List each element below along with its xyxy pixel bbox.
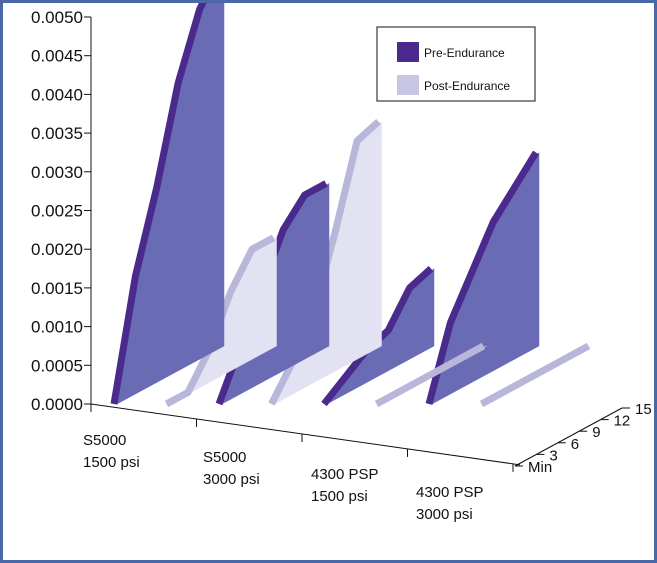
legend-swatch-post bbox=[397, 75, 419, 95]
y-tick-label: 0.0035 bbox=[31, 124, 83, 143]
area-edge-pre-cat4 bbox=[425, 150, 539, 405]
x-category-label-line2: 3000 psi bbox=[416, 506, 473, 523]
x-category-label-line2: 3000 psi bbox=[203, 471, 260, 488]
area-edge-post-cat4 bbox=[479, 342, 591, 408]
chart-canvas: 0.0000 0.0005 0.0010 0.0015 0.0020 0.0025 0.00… bbox=[31, 3, 652, 523]
y-tick-label: 0.0020 bbox=[31, 240, 83, 259]
y-tick-label: 0.0015 bbox=[31, 279, 83, 298]
area-edge-pre-cat1 bbox=[110, 3, 207, 405]
y-tick-label: 0.0010 bbox=[31, 318, 83, 337]
x-category-label-line1: S5000 bbox=[83, 432, 126, 449]
time-tick-label: 15 bbox=[635, 401, 652, 418]
time-tick-label: Min bbox=[528, 459, 552, 476]
y-tick-label: 0.0040 bbox=[31, 85, 83, 104]
area-edge-post-cat3 bbox=[374, 342, 486, 408]
y-axis-ticks: 0.0000 0.0005 0.0010 0.0015 0.0020 0.0025 0.00… bbox=[31, 8, 91, 414]
time-tick-label: 9 bbox=[592, 424, 600, 441]
legend-label-pre: Pre-Endurance bbox=[424, 46, 505, 60]
x-axis-line bbox=[90, 403, 521, 466]
x-category-label-line2: 1500 psi bbox=[83, 454, 140, 471]
y-tick-label: 0.0005 bbox=[31, 356, 83, 375]
legend: Pre-Endurance Post-Endurance bbox=[376, 26, 536, 102]
time-tick-label: 3 bbox=[549, 447, 557, 464]
time-tick-label: 6 bbox=[571, 436, 579, 453]
y-tick-label: 0.0030 bbox=[31, 163, 83, 182]
y-tick-label: 0.0045 bbox=[31, 47, 83, 66]
x-category-label-line1: 4300 PSP bbox=[416, 484, 484, 501]
plot-series bbox=[110, 3, 592, 408]
x-category-label-line1: S5000 bbox=[203, 449, 246, 466]
legend-label-post: Post-Endurance bbox=[424, 79, 510, 93]
x-category-label-line2: 1500 psi bbox=[311, 488, 368, 505]
legend-swatch-pre bbox=[397, 42, 419, 62]
y-tick-label: 0.0050 bbox=[31, 8, 83, 27]
time-tick-label: 12 bbox=[614, 413, 631, 430]
x-category-label-line1: 4300 PSP bbox=[311, 466, 379, 483]
area-wall-pre-cat1 bbox=[116, 3, 225, 405]
axes: S5000 1500 psi S5000 3000 psi 4300 PSP 1500 p… bbox=[83, 17, 652, 523]
y-tick-label: 0.0025 bbox=[31, 202, 83, 221]
time-axis-line bbox=[514, 407, 623, 467]
y-tick-label: 0.0000 bbox=[31, 395, 83, 414]
